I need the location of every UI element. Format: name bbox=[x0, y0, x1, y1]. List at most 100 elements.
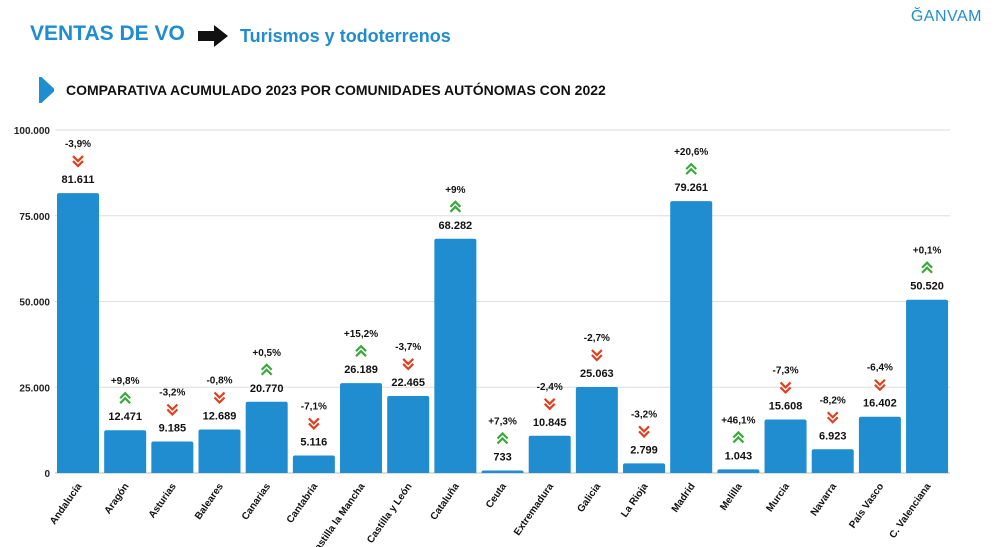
x-tick-label: Cataluña bbox=[429, 481, 462, 522]
change-label: -3,2% bbox=[159, 387, 185, 398]
x-tick-label: Cantabria bbox=[285, 481, 321, 525]
bar bbox=[481, 470, 524, 473]
value-label: 2.799 bbox=[630, 444, 658, 456]
value-label: 5.116 bbox=[300, 436, 327, 448]
bar bbox=[292, 455, 335, 473]
x-tick-label: Melilla bbox=[718, 481, 745, 513]
trend-down-icon bbox=[779, 381, 792, 395]
change-label: +46,1% bbox=[721, 415, 755, 426]
header-title: VENTAS DE VO bbox=[30, 22, 185, 45]
trend-up-icon bbox=[496, 431, 509, 445]
change-label: -3,9% bbox=[65, 139, 91, 150]
change-label: +0,1% bbox=[913, 246, 942, 257]
value-label: 12.689 bbox=[203, 410, 237, 422]
value-label: 733 bbox=[493, 451, 511, 463]
x-tick-label: Ceuta bbox=[484, 481, 509, 510]
bar bbox=[57, 193, 99, 473]
value-label: 20.770 bbox=[250, 383, 284, 395]
ganvam-logo: ĞANVAM bbox=[910, 8, 982, 25]
y-tick-label: 100.000 bbox=[14, 126, 51, 137]
change-label: -7,3% bbox=[772, 365, 798, 376]
change-label: +15,2% bbox=[344, 329, 378, 340]
trend-down-icon bbox=[72, 155, 84, 168]
trend-down-icon bbox=[402, 358, 414, 371]
bar bbox=[623, 463, 666, 473]
trend-down-icon bbox=[874, 378, 886, 392]
x-tick-label: Navarra bbox=[809, 481, 840, 518]
bar bbox=[198, 429, 241, 473]
x-tick-label: Castilla y León bbox=[365, 481, 414, 545]
y-tick-label: 50.000 bbox=[19, 298, 50, 309]
value-label: 25.063 bbox=[580, 368, 614, 380]
x-tick-label: Galicia bbox=[575, 481, 603, 515]
header-subtitle: Turismos y todoterrenos bbox=[240, 26, 451, 46]
value-label: 10.845 bbox=[533, 417, 567, 429]
y-tick-label: 0 bbox=[44, 469, 50, 480]
trend-down-icon bbox=[638, 425, 650, 438]
value-label: 1.043 bbox=[725, 450, 753, 462]
bar bbox=[528, 435, 571, 473]
bar bbox=[387, 395, 430, 473]
change-label: +9,8% bbox=[111, 376, 140, 387]
change-label: -7,1% bbox=[301, 401, 327, 412]
change-label: -6,4% bbox=[867, 363, 893, 374]
change-label: -0,8% bbox=[206, 375, 232, 386]
change-label: -3,2% bbox=[631, 409, 657, 420]
x-tick-label: Canarias bbox=[240, 481, 273, 522]
value-label: 6.923 bbox=[819, 430, 847, 442]
change-label: +20,6% bbox=[674, 147, 708, 158]
value-label: 81.611 bbox=[61, 174, 94, 186]
change-label: -2,7% bbox=[584, 333, 610, 344]
trend-down-icon bbox=[591, 349, 603, 362]
change-label: -3,7% bbox=[395, 342, 421, 353]
value-label: 26.189 bbox=[344, 364, 378, 376]
chart-title: COMPARATIVA ACUMULADO 2023 POR COMUNIDAD… bbox=[66, 82, 606, 98]
bar bbox=[764, 419, 807, 473]
value-label: 50.520 bbox=[910, 281, 944, 293]
change-label: +7,3% bbox=[488, 416, 517, 427]
triangle-marker-icon bbox=[39, 77, 54, 103]
trend-up-icon bbox=[449, 200, 462, 213]
bar bbox=[811, 449, 854, 473]
trend-up-icon bbox=[685, 162, 697, 175]
trend-down-icon bbox=[166, 403, 179, 417]
trend-down-icon bbox=[213, 391, 226, 405]
bar bbox=[717, 469, 760, 473]
y-tick-label: 25.000 bbox=[19, 383, 50, 394]
bar bbox=[575, 387, 618, 473]
x-tick-label: La Rioja bbox=[619, 481, 651, 520]
bar bbox=[670, 201, 713, 473]
trend-up-icon bbox=[119, 391, 131, 405]
value-label: 12.471 bbox=[108, 411, 142, 423]
bar bbox=[906, 299, 949, 473]
change-label: +9% bbox=[445, 185, 465, 196]
x-tick-label: Aragón bbox=[103, 481, 132, 516]
change-label: -2,4% bbox=[537, 382, 563, 393]
x-tick-label: Baleares bbox=[193, 481, 226, 522]
bar bbox=[151, 441, 194, 473]
x-tick-label: Murcia bbox=[765, 481, 793, 514]
x-tick-label: C. Valenciana bbox=[888, 481, 934, 540]
x-tick-label: Extremadura bbox=[512, 481, 556, 538]
value-label: 16.402 bbox=[863, 398, 897, 410]
x-tick-label: Asturias bbox=[147, 481, 179, 520]
change-label: -8,2% bbox=[820, 395, 846, 406]
change-label: +0,5% bbox=[252, 348, 281, 359]
x-tick-label: Madrid bbox=[670, 481, 698, 514]
trend-down-icon bbox=[543, 398, 556, 411]
trend-up-icon bbox=[732, 430, 745, 444]
value-label: 9.185 bbox=[159, 422, 187, 434]
x-tick-label: Andalucía bbox=[48, 481, 85, 527]
trend-up-icon bbox=[921, 261, 933, 274]
value-label: 79.261 bbox=[674, 182, 708, 194]
trend-down-icon bbox=[826, 411, 839, 424]
trend-up-icon bbox=[355, 344, 367, 357]
value-label: 22.465 bbox=[391, 377, 425, 389]
bar bbox=[104, 430, 147, 473]
trend-up-icon bbox=[260, 363, 273, 376]
bar bbox=[434, 238, 477, 473]
bar bbox=[858, 416, 901, 473]
bar bbox=[340, 383, 383, 473]
value-label: 68.282 bbox=[439, 220, 473, 232]
